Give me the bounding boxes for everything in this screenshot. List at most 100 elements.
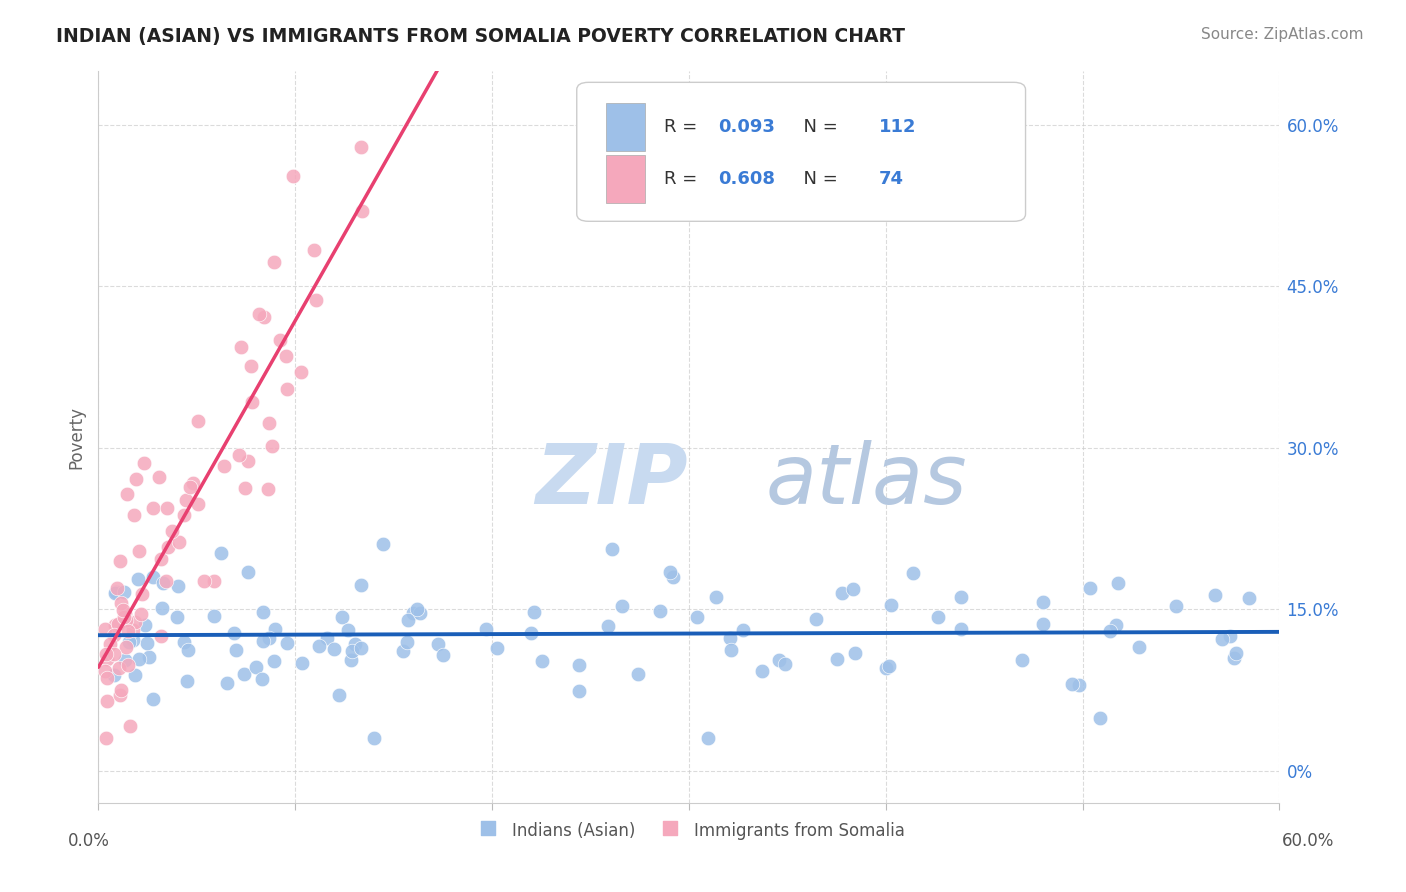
Point <box>276 636 298 650</box>
Point <box>432 648 454 663</box>
Point <box>125 472 148 486</box>
Point <box>396 613 419 627</box>
Text: ZIP: ZIP <box>536 441 688 522</box>
Point <box>269 333 291 347</box>
Point <box>773 657 796 672</box>
Point <box>232 667 254 681</box>
Point <box>350 203 373 218</box>
Point <box>844 646 866 660</box>
Text: 0.608: 0.608 <box>718 170 776 188</box>
Point <box>183 475 205 490</box>
Point <box>720 643 742 657</box>
Point <box>262 439 284 453</box>
Point <box>156 500 179 515</box>
Point <box>842 582 865 597</box>
Point <box>340 644 363 658</box>
Point <box>291 656 314 670</box>
Point <box>202 574 225 588</box>
Point <box>173 635 195 649</box>
Point <box>880 599 903 613</box>
Point <box>105 585 128 599</box>
Point <box>94 623 117 637</box>
Point <box>134 617 156 632</box>
Point <box>392 643 415 657</box>
Point <box>290 365 312 379</box>
Point <box>1062 676 1084 690</box>
Point <box>103 647 125 661</box>
Point <box>1067 677 1090 691</box>
Point <box>131 587 153 601</box>
Point <box>402 606 425 620</box>
Point <box>138 649 160 664</box>
Point <box>128 652 150 666</box>
Point <box>328 688 350 702</box>
Point <box>825 652 848 666</box>
Point <box>322 642 344 657</box>
Point <box>519 626 541 640</box>
Point <box>257 416 280 430</box>
Point <box>94 647 117 661</box>
Point <box>112 603 135 617</box>
Point <box>696 731 718 746</box>
Point <box>598 619 620 633</box>
Point <box>112 585 135 599</box>
Text: R =: R = <box>664 170 703 188</box>
Point <box>209 546 232 560</box>
Point <box>1204 588 1226 602</box>
Text: atlas: atlas <box>766 441 967 522</box>
Point <box>150 600 173 615</box>
Point <box>1011 653 1033 667</box>
Text: 112: 112 <box>879 118 917 136</box>
Point <box>475 622 498 636</box>
Point <box>94 664 117 678</box>
Point <box>110 596 132 610</box>
Point <box>263 254 285 268</box>
Point <box>96 652 118 666</box>
Point <box>122 623 145 637</box>
Point <box>104 617 127 632</box>
Point <box>129 607 152 621</box>
Point <box>103 668 125 682</box>
Point <box>531 654 554 668</box>
Point <box>1223 651 1246 665</box>
Point <box>117 624 139 639</box>
Point <box>167 579 190 593</box>
Point <box>115 613 138 627</box>
Point <box>662 569 685 583</box>
Text: INDIAN (ASIAN) VS IMMIGRANTS FROM SOMALIA POVERTY CORRELATION CHART: INDIAN (ASIAN) VS IMMIGRANTS FROM SOMALI… <box>56 27 905 45</box>
Point <box>228 448 250 462</box>
Point <box>302 243 325 257</box>
Point <box>166 610 188 624</box>
Point <box>263 622 285 636</box>
Point <box>568 683 591 698</box>
Point <box>1164 599 1187 614</box>
Point <box>114 652 136 666</box>
Point <box>156 540 179 554</box>
Point <box>128 543 150 558</box>
Point <box>107 617 129 632</box>
Point <box>1219 629 1241 643</box>
Point <box>233 481 256 495</box>
Point <box>427 637 450 651</box>
Point <box>371 537 394 551</box>
Text: 0.0%: 0.0% <box>67 832 110 850</box>
Point <box>363 731 385 746</box>
Point <box>240 395 263 409</box>
Point <box>350 641 373 656</box>
Text: 60.0%: 60.0% <box>1281 832 1334 850</box>
Point <box>1032 595 1054 609</box>
Point <box>406 602 429 616</box>
Point <box>350 578 373 592</box>
Point <box>150 629 173 643</box>
Point <box>340 653 363 667</box>
Point <box>1098 624 1121 638</box>
Point <box>117 657 139 672</box>
Point <box>523 606 546 620</box>
FancyBboxPatch shape <box>606 155 645 203</box>
Point <box>627 667 650 681</box>
Point <box>831 586 853 600</box>
Point <box>263 654 285 668</box>
Point <box>112 610 135 624</box>
Point <box>142 570 165 584</box>
Point <box>350 139 373 153</box>
